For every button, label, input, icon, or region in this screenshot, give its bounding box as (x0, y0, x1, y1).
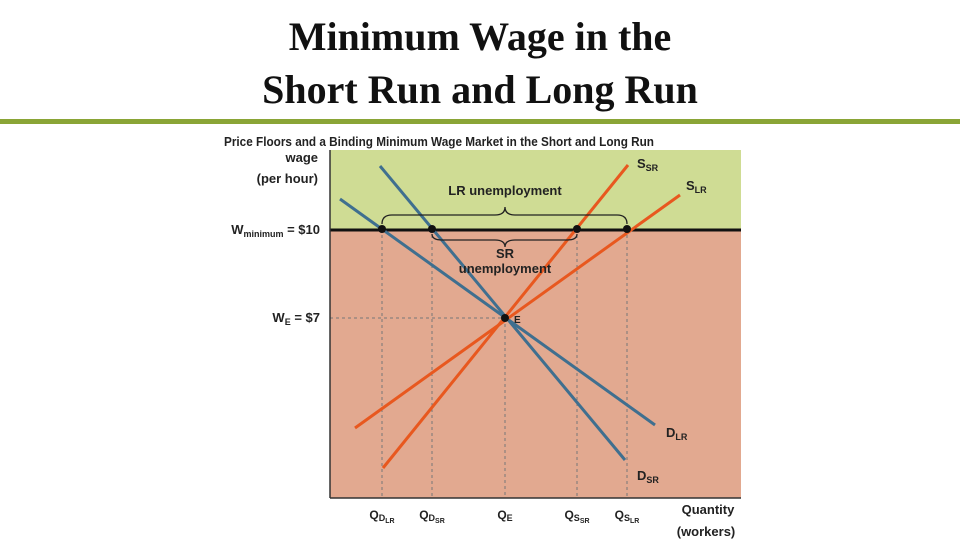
curve-label-main: D (637, 468, 646, 483)
wage-label: WE = $7 (272, 310, 320, 327)
curve-label: DSR (637, 468, 659, 485)
curve-label: SLR (686, 178, 707, 195)
lr-brace (381, 206, 628, 225)
x-axis-label: (workers) (677, 524, 736, 539)
curve-label-sub: SR (646, 163, 659, 173)
quantity-label-subsub: LR (630, 518, 639, 525)
wage-label-main: W (272, 310, 285, 325)
quantity-label: QSSR (564, 508, 589, 525)
curve-label-sub: SR (646, 475, 659, 485)
quantity-label-sub: D (379, 513, 386, 523)
quantity-label: QDSR (419, 508, 445, 525)
sr-brace (431, 233, 578, 248)
quantity-label-sub: S (574, 513, 580, 523)
sr-unemployment: SR (496, 246, 515, 261)
point (623, 225, 631, 233)
wage-label-rest: = $7 (291, 310, 320, 325)
figure-caption: Price Floors and a Binding Minimum Wage … (224, 135, 654, 149)
y-axis-label: (per hour) (257, 171, 318, 186)
wage-label-rest: = $10 (283, 222, 320, 237)
quantity-label-subsub: LR (385, 518, 394, 525)
wage-label: Wminimum = $10 (231, 222, 320, 239)
point (501, 314, 509, 322)
quantity-label-subsub: SR (435, 518, 445, 525)
quantity-label: QDLR (369, 508, 394, 525)
curve-label-sub: LR (675, 432, 687, 442)
quantity-label-main: Q (615, 508, 624, 522)
point (378, 225, 386, 233)
quantity-label-subsub: SR (580, 518, 590, 525)
title-line: Minimum Wage in the (289, 14, 672, 59)
x-axis-label: Quantity (682, 502, 735, 517)
supply-lr (354, 193, 681, 430)
below-floor-region (330, 230, 741, 498)
curve-label-sub: LR (695, 185, 707, 195)
quantity-labels: QDLR QDSR QE QSSR QSLR (369, 508, 639, 525)
curve-label-main: D (666, 425, 675, 440)
quantity-label-main: Q (497, 508, 506, 522)
y-axis-label: wage (284, 150, 318, 165)
title-line: Short Run and Long Run (262, 67, 698, 112)
quantity-label-main: Q (564, 508, 573, 522)
quantity-label: QSLR (615, 508, 640, 525)
point (573, 225, 581, 233)
quantity-label-main: Q (419, 508, 428, 522)
quantity-label: QE (497, 508, 512, 523)
guides (330, 229, 628, 498)
lr-unemployment: LR unemployment (448, 183, 562, 198)
wage-label-sub: minimum (243, 229, 283, 239)
quantity-label-main: Q (369, 508, 378, 522)
point (428, 225, 436, 233)
quantity-label-sub: S (624, 513, 630, 523)
points (378, 225, 631, 322)
curve-label: DLR (666, 425, 688, 442)
demand-lr (339, 197, 656, 427)
curve-label: SSR (637, 156, 659, 173)
wage-label-sub: E (285, 317, 291, 327)
quantity-label-sub: D (429, 513, 436, 523)
equilibrium-label: E (514, 315, 521, 326)
curve-label-main: S (637, 156, 646, 171)
wage-label-main: W (231, 222, 244, 237)
curve-label-main: S (686, 178, 695, 193)
divider (0, 119, 960, 124)
quantity-label-sub: E (507, 513, 513, 523)
sr-unemployment: unemployment (459, 261, 552, 276)
